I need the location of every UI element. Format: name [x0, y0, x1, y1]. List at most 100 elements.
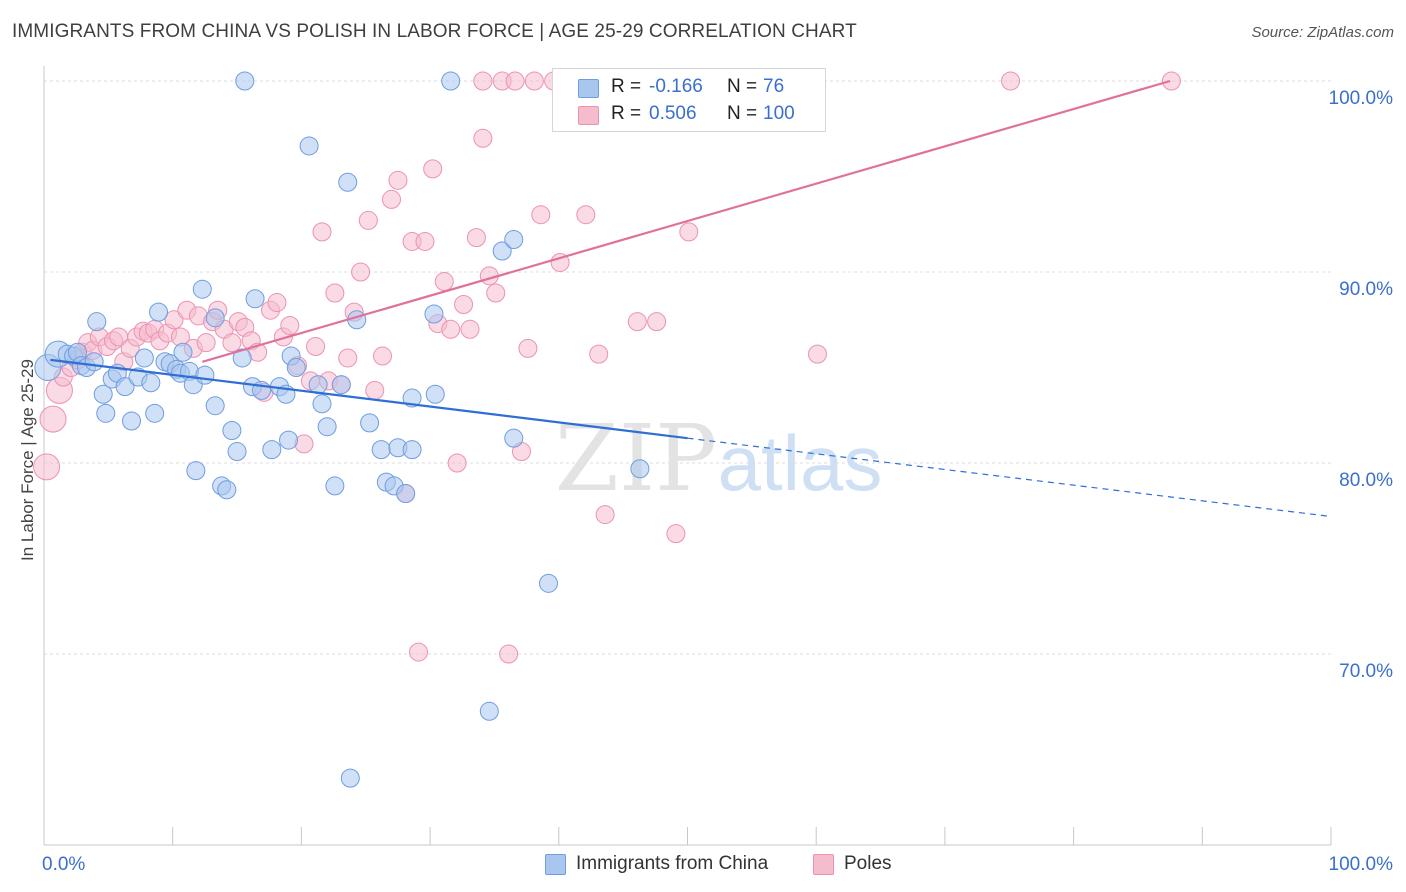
poles-point — [679, 222, 699, 242]
poles-point — [351, 262, 371, 282]
china-point — [317, 417, 337, 437]
x-tick-label-start: 0.0% — [42, 854, 85, 875]
grid-lines — [44, 80, 1331, 655]
axis-ticks — [172, 827, 1332, 845]
legend-swatch-china — [578, 79, 599, 98]
china-point — [279, 430, 299, 450]
legend-n-value-china: 76 — [763, 76, 785, 97]
poles-point — [627, 312, 647, 332]
legend-r-label: R = — [611, 103, 642, 124]
china-point — [479, 701, 499, 721]
china-point — [232, 348, 252, 368]
china-point — [504, 230, 524, 250]
china-point — [205, 396, 225, 416]
legend-n-value-poles: 100 — [763, 103, 795, 124]
poles-point — [524, 71, 544, 91]
china-point — [115, 377, 135, 397]
poles-point — [423, 159, 443, 179]
china-point — [186, 461, 206, 481]
poles-point — [434, 272, 454, 292]
x-tick-label-end: 100.0% — [1329, 854, 1394, 875]
poles-point — [325, 283, 345, 303]
china-point — [441, 71, 461, 91]
poles-point — [280, 315, 300, 335]
china-point — [173, 342, 193, 362]
chart-title: IMMIGRANTS FROM CHINA VS POLISH IN LABOR… — [12, 21, 857, 42]
china-point — [222, 421, 242, 441]
china-point — [425, 384, 445, 404]
china-point — [87, 312, 107, 332]
poles-point — [196, 333, 216, 353]
legend-label-poles: Poles — [844, 853, 892, 874]
china-point — [504, 428, 524, 448]
poles-point — [499, 644, 519, 664]
legend-r-value-poles: 0.506 — [649, 103, 697, 124]
legend-swatch-china — [545, 854, 566, 875]
poles-point — [447, 453, 467, 473]
legend-r-value-china: -0.166 — [649, 76, 703, 97]
china-point — [145, 403, 165, 423]
china-point — [340, 768, 360, 788]
poles-point — [441, 319, 461, 339]
china-trend-extension — [687, 437, 1332, 518]
china-point — [299, 136, 319, 156]
poles-point — [1161, 71, 1181, 91]
poles-point — [365, 380, 385, 400]
poles-point — [466, 228, 486, 248]
china-point — [149, 302, 169, 322]
poles-point — [372, 346, 392, 366]
poles-point — [33, 453, 61, 481]
poles-point — [473, 71, 493, 91]
poles-point — [39, 405, 67, 433]
correlation-legend: R = -0.166 N = 76 R = 0.506 N = 100 — [552, 68, 826, 132]
china-point — [338, 172, 358, 192]
china-point — [325, 476, 345, 496]
china-point — [84, 352, 104, 372]
china-point — [286, 358, 306, 377]
poles-point — [164, 310, 184, 330]
watermark: ZIP atlas — [555, 405, 882, 512]
china-point — [245, 289, 265, 309]
poles-point — [388, 170, 408, 190]
y-tick-label: 70.0% — [1339, 661, 1393, 682]
china-point — [312, 394, 332, 414]
legend-n-label: N = — [727, 76, 758, 97]
china-point — [122, 411, 142, 431]
china-point — [492, 241, 512, 261]
china-point — [630, 459, 650, 479]
poles-point — [550, 252, 570, 272]
china-point — [235, 71, 255, 91]
china-point — [396, 484, 416, 504]
legend-swatch-poles — [813, 854, 834, 875]
source-label: Source: ZipAtlas.com — [1251, 24, 1394, 41]
china-point — [195, 365, 215, 385]
poles-point — [454, 294, 474, 314]
china-point — [539, 573, 559, 593]
poles-point — [312, 222, 332, 242]
poles-point — [576, 205, 596, 225]
china-point — [192, 279, 212, 299]
y-axis-label: In Labor Force | Age 25-29 — [18, 359, 37, 561]
legend-row-poles: R = 0.506 N = 100 — [553, 102, 825, 128]
poles-point — [222, 333, 242, 353]
trend-lines — [50, 79, 1332, 518]
china-point — [205, 308, 225, 328]
china-point — [331, 375, 351, 395]
china-point — [360, 413, 380, 433]
china-point — [141, 373, 161, 393]
poles-point — [415, 231, 435, 251]
y-tick-label: 80.0% — [1339, 470, 1393, 491]
china-point — [96, 403, 116, 423]
poles-point — [473, 128, 493, 148]
poles-point — [531, 205, 551, 225]
y-tick-labels: 70.0% 80.0% 90.0% 100.0% — [1329, 88, 1394, 682]
legend-n-label: N = — [727, 103, 758, 124]
china-point — [402, 440, 422, 460]
china-point — [424, 304, 444, 324]
poles-point — [358, 210, 378, 230]
poles-point — [595, 505, 615, 525]
watermark-zip: ZIP — [555, 405, 717, 512]
china-point — [371, 440, 391, 460]
poles-point — [338, 348, 358, 368]
